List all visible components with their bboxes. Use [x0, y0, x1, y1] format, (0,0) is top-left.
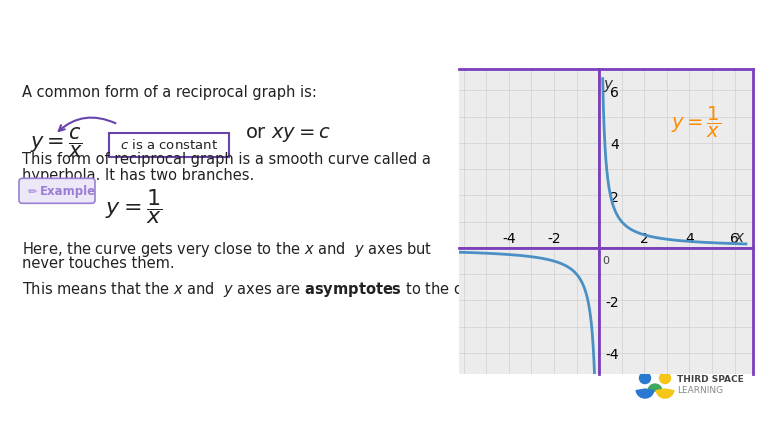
Text: ✏: ✏	[28, 186, 38, 196]
Circle shape	[660, 373, 670, 384]
Text: $y$: $y$	[603, 78, 614, 94]
Text: never touches them.: never touches them.	[22, 256, 174, 271]
Text: This form of reciprocal graph is a smooth curve called a: This form of reciprocal graph is a smoot…	[22, 152, 431, 167]
Text: hyperbola. It has two branches.: hyperbola. It has two branches.	[22, 168, 254, 183]
Text: $\mathit{c}$ is a constant: $\mathit{c}$ is a constant	[120, 138, 218, 152]
FancyBboxPatch shape	[19, 179, 95, 204]
Text: LEARNING: LEARNING	[677, 385, 723, 394]
Text: THIRD SPACE: THIRD SPACE	[677, 374, 743, 383]
Text: A common form of a reciprocal graph is:: A common form of a reciprocal graph is:	[22, 85, 317, 100]
Wedge shape	[656, 389, 674, 398]
FancyBboxPatch shape	[109, 134, 229, 158]
Text: $y = \dfrac{c}{x}$: $y = \dfrac{c}{x}$	[30, 125, 83, 160]
Wedge shape	[648, 384, 662, 391]
Text: Example: Example	[40, 185, 96, 198]
Text: $y = \dfrac{1}{x}$: $y = \dfrac{1}{x}$	[105, 187, 162, 226]
Text: or $xy = c$: or $xy = c$	[245, 125, 330, 144]
Circle shape	[640, 373, 650, 384]
Text: $x$: $x$	[734, 230, 746, 244]
Text: 0: 0	[602, 256, 609, 266]
Text: Here, the curve gets very close to the $x$ and  $y$ axes but: Here, the curve gets very close to the $…	[22, 240, 432, 259]
Text: Reciprocal Graph: Reciprocal Graph	[17, 21, 286, 49]
Text: $y = \dfrac{1}{x}$: $y = \dfrac{1}{x}$	[671, 104, 722, 139]
Wedge shape	[636, 389, 654, 398]
Text: This means that the $x$ and  $y$ axes are $\mathbf{asymptotes}$ to the curve.: This means that the $x$ and $y$ axes are…	[22, 279, 499, 299]
